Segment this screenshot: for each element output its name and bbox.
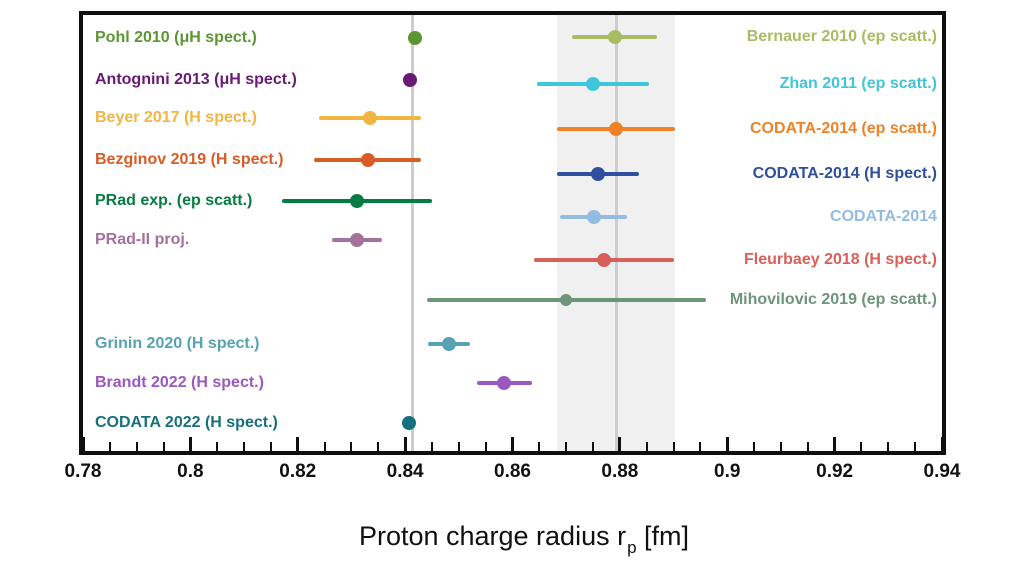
- x-minor-tick: [860, 442, 863, 451]
- data-point: [363, 111, 378, 125]
- x-minor-tick: [753, 442, 756, 451]
- series-label-right: CODATA-2014: [830, 208, 937, 226]
- data-point: [402, 416, 417, 430]
- x-major-tick: [940, 437, 944, 451]
- data-point: [349, 233, 364, 247]
- series-label-right: Mihovilovic 2019 (ep scatt.): [729, 291, 937, 309]
- x-major-tick: [511, 437, 514, 451]
- x-tick-label: 0.9: [714, 461, 741, 482]
- x-minor-tick: [323, 442, 326, 451]
- x-minor-tick: [108, 442, 111, 451]
- series-label-left: Grinin 2020 (H spect.): [95, 335, 260, 353]
- x-minor-tick: [914, 442, 917, 451]
- series-label-left: PRad-II proj.: [95, 231, 190, 249]
- x-major-tick: [618, 437, 622, 451]
- data-point: [590, 167, 605, 181]
- x-major-tick: [833, 437, 837, 451]
- x-minor-tick: [699, 442, 702, 451]
- x-minor-tick: [135, 442, 138, 451]
- x-axis-label-subscript: p: [627, 538, 637, 557]
- x-minor-tick: [216, 442, 219, 451]
- data-point: [407, 31, 422, 45]
- x-minor-tick: [672, 442, 675, 451]
- data-point: [586, 77, 601, 91]
- x-axis-label: Proton charge radius rp [fm]: [12, 521, 1024, 557]
- data-point: [586, 210, 601, 224]
- reference-line-muonic-hydrogen-value: [411, 15, 415, 451]
- x-minor-tick: [457, 442, 460, 451]
- series-label-left: Brandt 2022 (H spect.): [95, 374, 264, 392]
- x-minor-tick: [162, 442, 165, 451]
- x-minor-tick: [645, 442, 648, 451]
- data-point: [560, 294, 573, 306]
- series-label-left: Bezginov 2019 (H spect.): [95, 151, 284, 169]
- series-label-left: Antognini 2013 (μH spect.): [95, 71, 297, 89]
- x-major-tick: [81, 437, 85, 451]
- x-minor-tick: [565, 442, 568, 451]
- series-label-left: Beyer 2017 (H spect.): [95, 109, 257, 127]
- series-label-right: Fleurbaey 2018 (H spect.): [744, 251, 937, 269]
- series-label-left: CODATA 2022 (H spect.): [95, 414, 278, 432]
- data-point: [607, 30, 622, 44]
- series-label-right: Bernauer 2010 (ep scatt.): [746, 28, 937, 46]
- x-minor-tick: [538, 442, 541, 451]
- x-minor-tick: [779, 442, 782, 451]
- series-label-right: CODATA-2014 (H spect.): [752, 165, 937, 183]
- x-tick-label: 0.94: [923, 461, 961, 482]
- x-tick-label: 0.92: [816, 461, 854, 482]
- x-tick-label: 0.84: [386, 461, 424, 482]
- x-minor-tick: [377, 442, 380, 451]
- x-minor-tick: [592, 442, 595, 451]
- x-tick-label: 0.78: [64, 461, 102, 482]
- x-tick-label: 0.86: [494, 461, 531, 482]
- data-point: [596, 253, 611, 267]
- x-minor-tick: [269, 442, 272, 451]
- x-minor-tick: [887, 442, 890, 451]
- series-label-right: Zhan 2011 (ep scatt.): [779, 75, 937, 93]
- x-major-tick: [296, 437, 300, 451]
- x-tick-label: 0.8: [177, 461, 204, 482]
- series-label-left: Pohl 2010 (μH spect.): [95, 29, 257, 47]
- series-label-left: PRad exp. (ep scatt.): [95, 192, 253, 210]
- x-tick-label: 0.82: [279, 461, 317, 482]
- data-point: [609, 122, 624, 136]
- data-point: [349, 194, 364, 208]
- x-axis-label-text: Proton charge radius r: [358, 521, 627, 551]
- x-major-tick: [188, 437, 192, 451]
- data-point: [360, 153, 375, 167]
- data-point: [402, 73, 417, 87]
- x-minor-tick: [350, 442, 353, 451]
- x-minor-tick: [806, 442, 809, 451]
- x-minor-tick: [430, 442, 433, 451]
- data-point: [442, 337, 457, 351]
- x-axis-label-unit: [fm]: [636, 521, 690, 551]
- series-label-right: CODATA-2014 (ep scatt.): [750, 120, 937, 138]
- x-minor-tick: [484, 442, 487, 451]
- x-major-tick: [403, 437, 407, 451]
- x-tick-label: 0.88: [601, 461, 639, 482]
- x-major-tick: [725, 437, 729, 451]
- x-minor-tick: [243, 442, 246, 451]
- data-point: [497, 376, 512, 390]
- reference-line-codata-2014-ep-scatt-value: [614, 15, 618, 451]
